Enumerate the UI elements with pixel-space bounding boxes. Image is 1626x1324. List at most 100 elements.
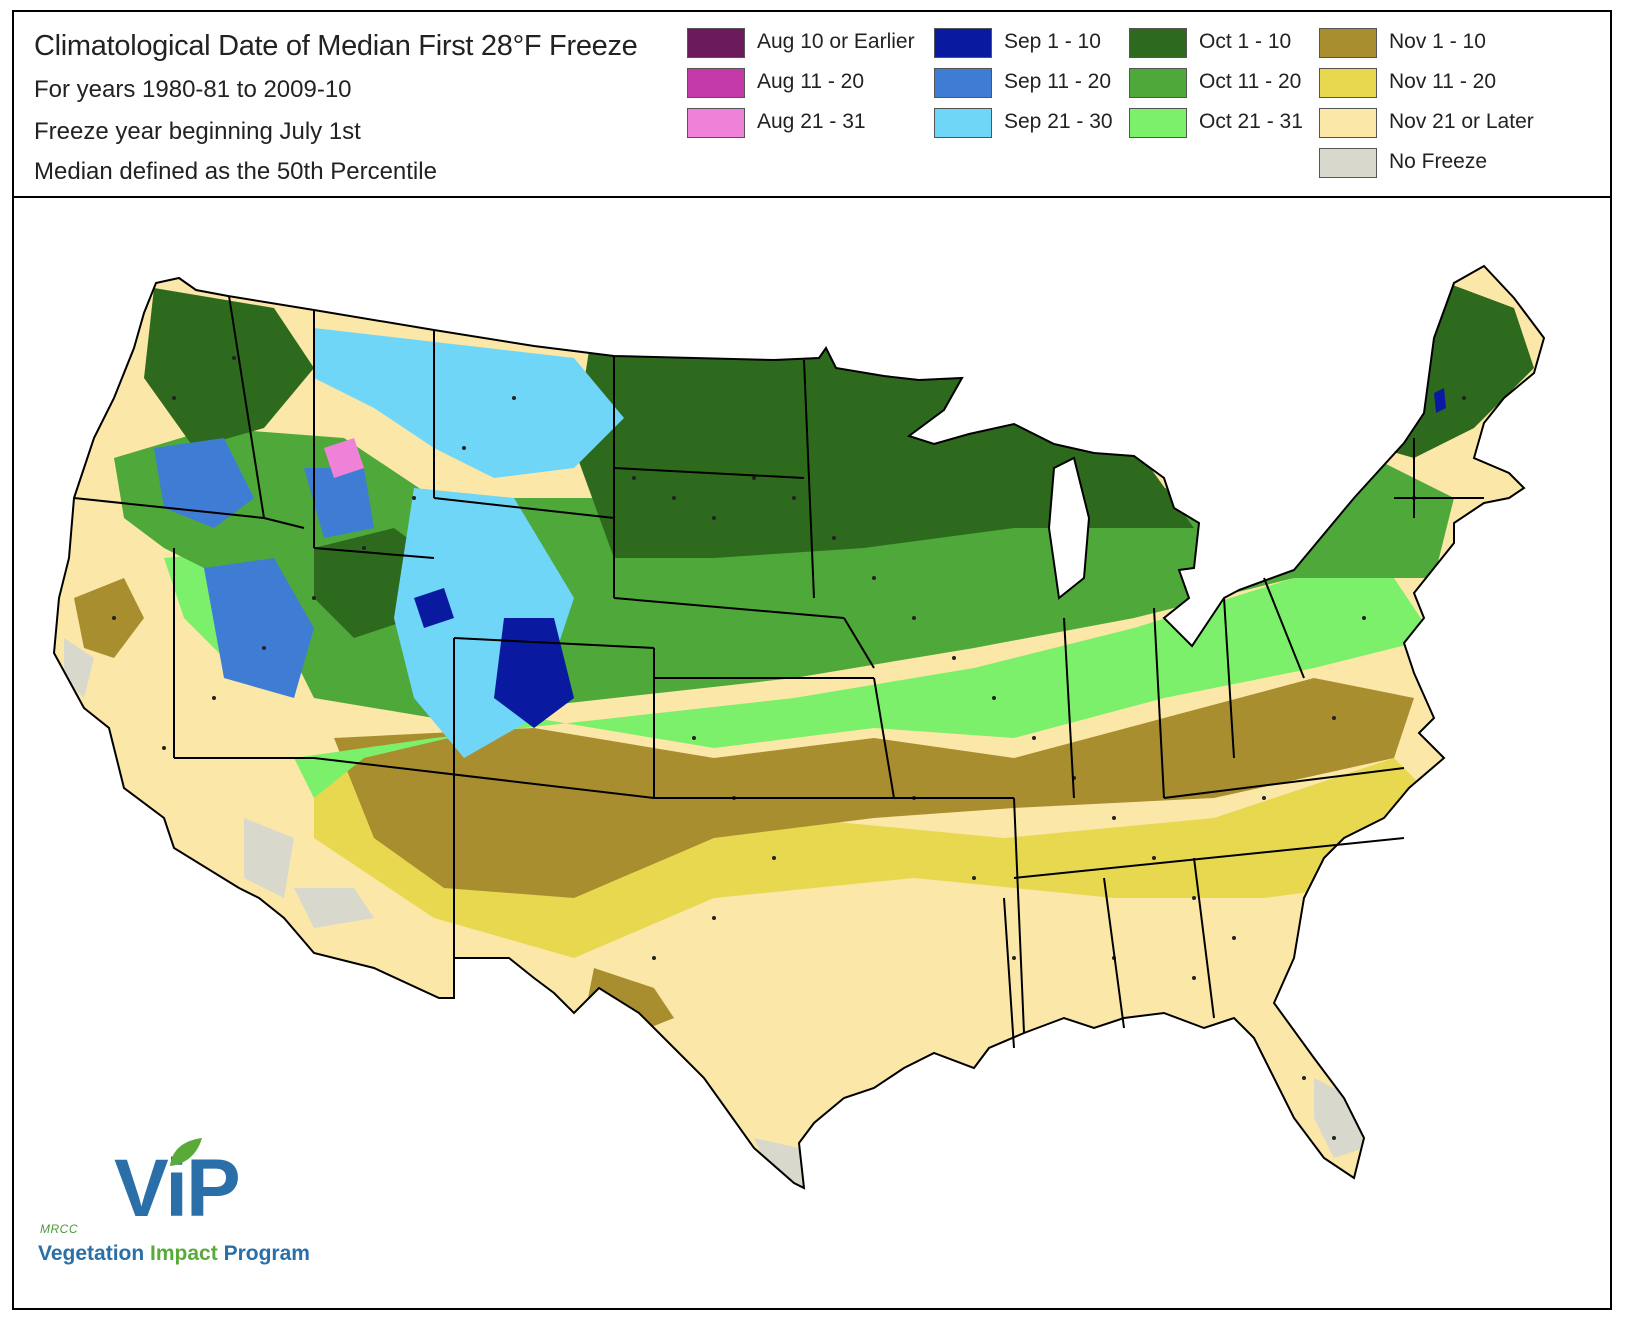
zone-aug-21-31 <box>324 438 364 478</box>
station-dot <box>512 396 516 400</box>
station-dot <box>772 856 776 860</box>
legend-label: Nov 11 - 20 <box>1389 70 1496 93</box>
vip-logo-program-name: Vegetation Impact Program <box>38 1242 310 1266</box>
station-dot <box>632 476 636 480</box>
zone-no-freeze-az <box>294 888 374 928</box>
station-dot <box>792 496 796 500</box>
vip-logo-org: MRCC <box>40 1222 78 1236</box>
station-dot <box>1032 736 1036 740</box>
station-dot <box>752 476 756 480</box>
zone-sep-1-10-co <box>494 618 574 728</box>
legend-label: Nov 1 - 10 <box>1389 30 1486 53</box>
legend-label: No Freeze <box>1389 150 1488 173</box>
legend-swatch <box>934 108 992 138</box>
map-subtitle-freeze-year: Freeze year beginning July 1st <box>34 118 361 145</box>
map-subtitle-years: For years 1980-81 to 2009-10 <box>34 76 352 103</box>
zone-no-freeze-tx <box>754 1138 804 1188</box>
station-dot <box>162 746 166 750</box>
station-dot <box>1332 716 1336 720</box>
station-dot <box>1012 956 1016 960</box>
station-dot <box>672 496 676 500</box>
legend-label: Aug 10 or Earlier <box>757 30 915 53</box>
us-map-svg <box>53 265 1545 1189</box>
zone-sep-1-10-nh <box>1434 388 1446 413</box>
station-dot <box>872 576 876 580</box>
station-dot <box>262 646 266 650</box>
legend-swatch <box>1319 148 1377 178</box>
vip-logo-word-impact: Impact <box>150 1242 218 1265</box>
legend-label: Aug 11 - 20 <box>757 70 865 93</box>
station-dot <box>972 876 976 880</box>
zone-sep-11-20-nv <box>204 558 314 698</box>
zone-oct-1-10-northeast <box>1334 278 1534 458</box>
zone-oct-21-31 <box>294 578 1434 798</box>
zone-sep-11-20-id <box>304 468 374 538</box>
zone-oct-1-10-northwest <box>144 288 314 448</box>
vip-logo: ViP MRCC Vegetation Impact Program <box>26 1138 326 1302</box>
station-dot <box>412 496 416 500</box>
legend-swatch <box>687 28 745 58</box>
map-title: Climatological Date of Median First 28°F… <box>34 30 638 62</box>
legend-label: Oct 1 - 10 <box>1199 30 1292 53</box>
legend-swatch <box>1129 108 1187 138</box>
legend-swatch <box>1129 68 1187 98</box>
zone-nov-1-10-ca <box>74 578 144 658</box>
station-dot <box>952 656 956 660</box>
legend-label: Oct 11 - 20 <box>1199 70 1302 93</box>
zone-nov-1-10 <box>334 678 1414 898</box>
legend-label: Aug 21 - 31 <box>757 110 866 133</box>
legend-label: Oct 21 - 31 <box>1199 110 1303 133</box>
zone-sep-21-30-montana <box>314 328 624 478</box>
station-dot <box>992 696 996 700</box>
station-dot <box>1152 856 1156 860</box>
map-header: Climatological Date of Median First 28°F… <box>14 12 1610 198</box>
station-dot <box>1262 796 1266 800</box>
legend-swatch <box>1319 28 1377 58</box>
station-dot <box>712 516 716 520</box>
station-dot <box>462 446 466 450</box>
station-dot <box>312 596 316 600</box>
vip-logo-word-vegetation: Vegetation <box>38 1242 145 1265</box>
legend-swatch <box>934 28 992 58</box>
station-dot <box>652 956 656 960</box>
state-borders <box>53 265 1545 1189</box>
station-dot <box>212 696 216 700</box>
station-dot <box>912 616 916 620</box>
legend-swatch <box>687 108 745 138</box>
station-dot <box>232 356 236 360</box>
legend-label: Sep 21 - 30 <box>1004 110 1113 133</box>
station-dot <box>1332 1136 1336 1140</box>
zone-sep-11-20-or <box>154 438 254 528</box>
zone-no-freeze-ca <box>244 818 294 898</box>
freeze-date-map <box>14 198 1610 1308</box>
legend-swatch <box>687 68 745 98</box>
legend-swatch <box>1319 68 1377 98</box>
map-frame: Climatological Date of Median First 28°F… <box>12 10 1612 1310</box>
legend-label: Sep 11 - 20 <box>1004 70 1112 93</box>
zone-oct-1-10-plains <box>574 318 1194 558</box>
station-dot <box>1302 1076 1306 1080</box>
map-subtitle-median: Median defined as the 50th Percentile <box>34 158 437 185</box>
station-dot <box>1232 936 1236 940</box>
station-dot <box>172 396 176 400</box>
state-border-lines <box>73 295 1484 1049</box>
leaf-icon <box>170 1138 202 1166</box>
station-dot <box>1192 896 1196 900</box>
legend-label: Sep 1 - 10 <box>1004 30 1101 53</box>
station-dot <box>1362 616 1366 620</box>
station-dot <box>832 536 836 540</box>
legend-swatch <box>1319 108 1377 138</box>
station-dot <box>1192 976 1196 980</box>
station-dot <box>712 916 716 920</box>
legend-swatch <box>1129 28 1187 58</box>
vip-logo-word-program: Program <box>223 1242 310 1265</box>
legend-swatch <box>934 68 992 98</box>
station-dot <box>1462 396 1466 400</box>
lake-michigan <box>1047 456 1091 600</box>
station-dot <box>112 616 116 620</box>
zone-sep-1-10-wy <box>414 588 454 628</box>
station-dot <box>362 546 366 550</box>
station-dot <box>692 736 696 740</box>
legend-label: Nov 21 or Later <box>1389 110 1534 133</box>
station-dot <box>1112 816 1116 820</box>
